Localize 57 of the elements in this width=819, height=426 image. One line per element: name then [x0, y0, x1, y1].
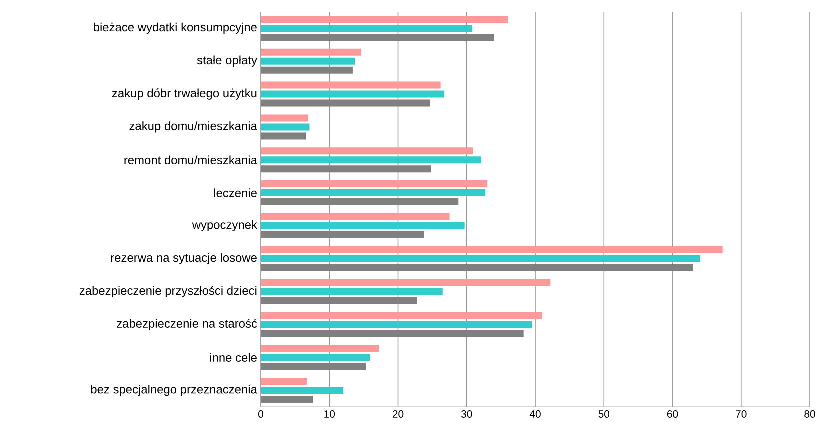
y-tick-label: zakup dóbr trwałego użytku	[112, 88, 257, 100]
bar	[261, 246, 723, 254]
bar	[261, 148, 474, 155]
x-tick-label: 80	[804, 410, 816, 418]
bar	[261, 48, 362, 56]
bar	[261, 66, 353, 74]
bar	[261, 24, 472, 32]
x-tick-label: 70	[736, 410, 747, 418]
y-tick-label: zabezpieczenie na starość	[117, 319, 258, 330]
bar	[261, 180, 488, 188]
y-tick-label: remont domu/mieszkania	[124, 156, 258, 165]
x-tick-label: 0	[258, 410, 264, 418]
x-tick-label: 40	[530, 410, 541, 418]
bar	[261, 264, 694, 272]
y-tick-label: bieżace wydatki konsumpcyjne	[94, 22, 257, 34]
bar	[261, 312, 542, 320]
x-tick-label: 30	[461, 410, 472, 418]
bar	[261, 156, 482, 164]
bar	[261, 321, 532, 328]
bar	[261, 124, 310, 131]
y-tick-label: inne cele	[210, 353, 257, 362]
bar	[261, 132, 306, 140]
y-tick-label: leczenie	[214, 188, 257, 198]
bar	[261, 297, 418, 304]
y-tick-label: zakup domu/mieszkania	[130, 122, 258, 133]
bar	[261, 363, 366, 370]
bar	[261, 387, 344, 394]
bar	[261, 213, 450, 220]
bar	[261, 166, 432, 173]
y-tick-label: wypoczynek	[192, 220, 258, 232]
bar	[261, 279, 551, 286]
bar	[261, 100, 431, 107]
bar	[261, 82, 441, 89]
y-tick-label: stałe opłaty	[197, 56, 258, 67]
bar	[261, 396, 314, 404]
x-tick-label: 10	[324, 410, 336, 418]
x-tick-label: 60	[667, 410, 678, 418]
y-tick-label: bez specjalnego przeznaczenia	[91, 384, 258, 396]
bar	[261, 255, 700, 262]
bar	[261, 90, 444, 98]
bar	[261, 58, 356, 65]
y-tick-label: zabezpieczenie przyszłości dzieci	[80, 286, 257, 298]
bar	[261, 114, 308, 122]
bar	[261, 16, 508, 23]
bar	[261, 330, 524, 338]
bar	[261, 231, 424, 238]
bar	[261, 222, 465, 230]
bar	[261, 288, 443, 296]
x-tick-label: 20	[392, 410, 404, 418]
bar	[261, 345, 380, 352]
bar	[261, 190, 486, 197]
y-tick-label: rezerwa na sytuacje losowe	[111, 253, 257, 264]
bar	[261, 34, 494, 41]
bar	[261, 378, 307, 386]
bar	[261, 354, 370, 362]
x-tick-label: 50	[598, 410, 610, 418]
bar	[261, 198, 459, 206]
